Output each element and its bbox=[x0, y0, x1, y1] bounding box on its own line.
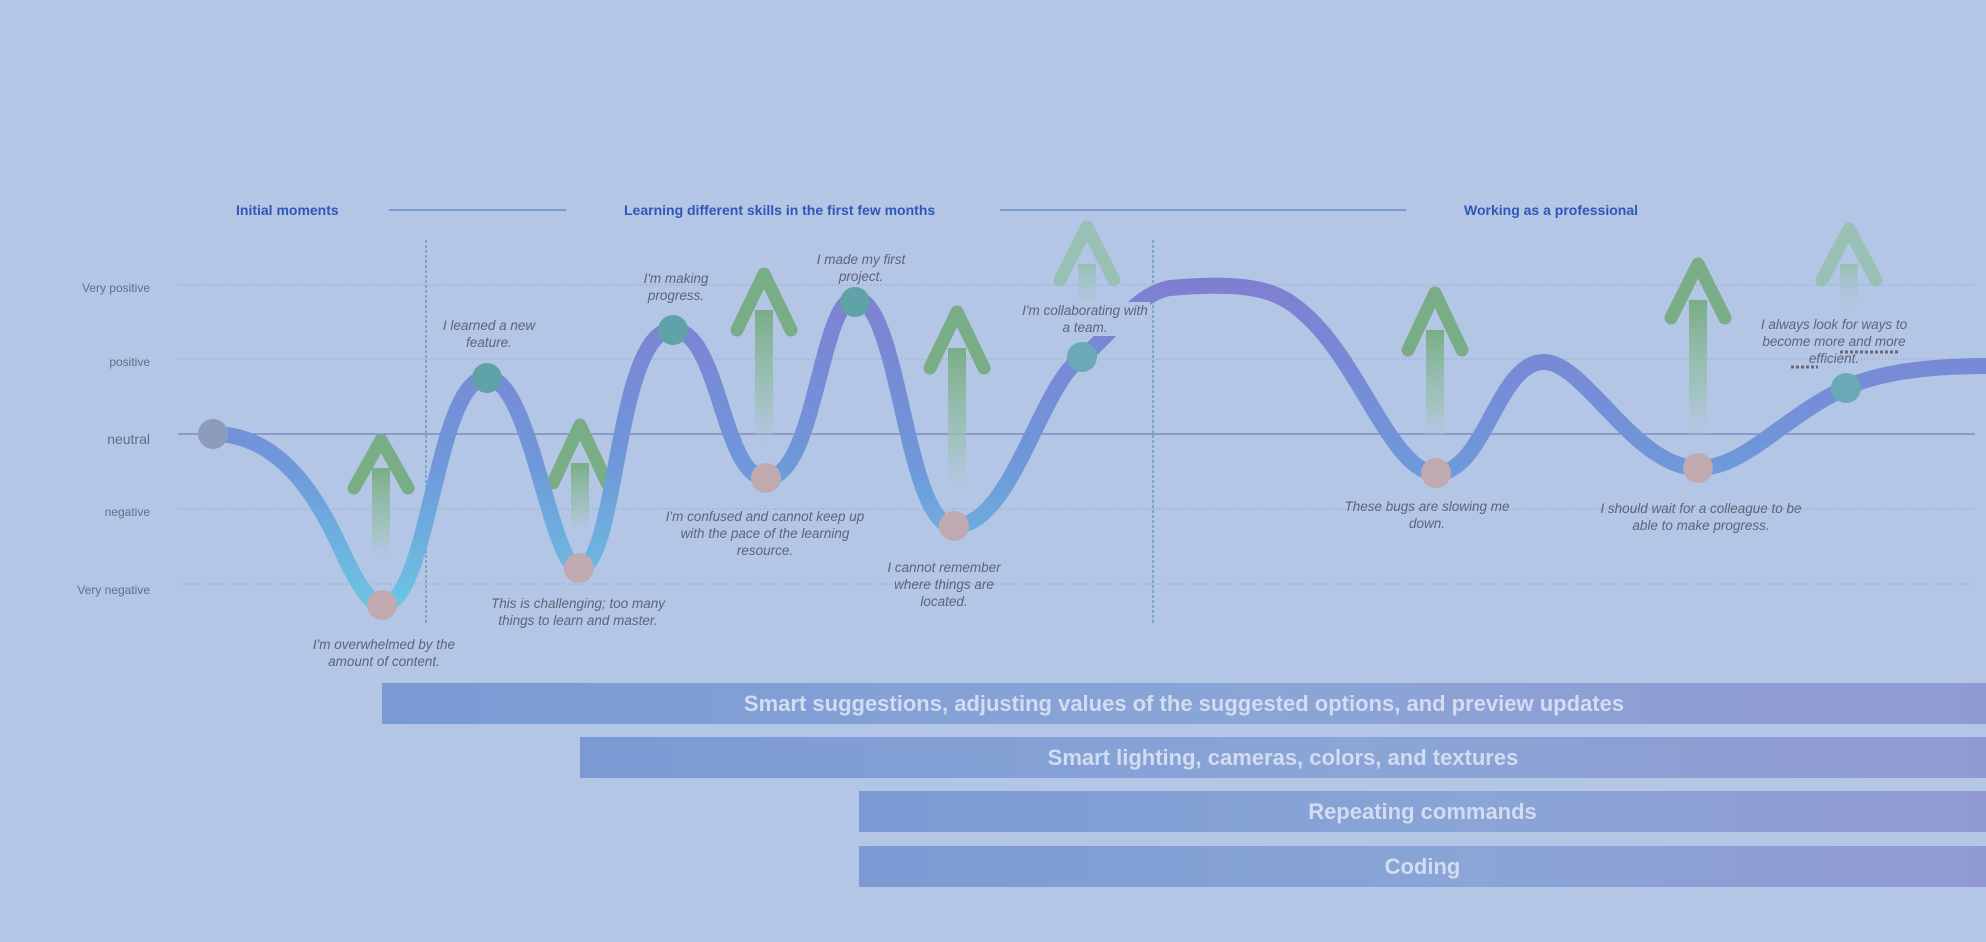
feature-band-coding: Coding bbox=[859, 846, 1986, 887]
y-label-negative: negative bbox=[104, 505, 150, 519]
moment-note-4: I'm making progress. bbox=[643, 271, 709, 303]
moment-note-3: This is challenging; too many things to … bbox=[490, 596, 666, 628]
moment-marker-8 bbox=[1067, 342, 1097, 372]
moment-note-9: These bugs are slowing me down. bbox=[1344, 499, 1510, 531]
phase-title-professional: Working as a professional bbox=[1464, 202, 1639, 218]
feature-band-smart-suggestions: Smart suggestions, adjusting values of t… bbox=[382, 683, 1986, 724]
lift-arrow-4 bbox=[923, 305, 991, 503]
moment-note-1: I'm overwhelmed by the amount of content… bbox=[312, 637, 456, 669]
emotion-curve bbox=[205, 277, 1986, 614]
moment-marker-5 bbox=[751, 463, 781, 493]
phase-title-learning: Learning different skills in the first f… bbox=[624, 202, 936, 218]
feature-band-repeating-commands: Repeating commands bbox=[859, 791, 1986, 832]
moment-marker-3 bbox=[564, 553, 594, 583]
feature-band-smart-lighting: Smart lighting, cameras, colors, and tex… bbox=[580, 737, 1986, 778]
moment-note-7: I cannot remember where things are locat… bbox=[887, 560, 1001, 609]
neutral-marker-start bbox=[198, 419, 228, 449]
lift-arrow-3 bbox=[730, 267, 798, 460]
moment-marker-6 bbox=[840, 287, 870, 317]
moment-note-5: I'm confused and cannot keep up with the… bbox=[665, 509, 865, 558]
y-label-very-positive: Very positive bbox=[81, 281, 150, 295]
moment-marker-9 bbox=[1421, 458, 1451, 488]
y-label-neutral: neutral bbox=[107, 431, 150, 447]
moment-marker-10 bbox=[1683, 453, 1713, 483]
lift-arrow-8 bbox=[1815, 222, 1883, 324]
phase-title-initial: Initial moments bbox=[236, 202, 339, 218]
lift-arrow-7 bbox=[1664, 257, 1732, 450]
lift-arrow-2 bbox=[546, 418, 614, 538]
moment-note-2: I learned a new feature. bbox=[442, 318, 536, 350]
moment-marker-7 bbox=[939, 511, 969, 541]
y-label-very-negative: Very negative bbox=[77, 583, 150, 597]
moment-marker-2 bbox=[472, 363, 502, 393]
y-label-positive: positive bbox=[109, 355, 150, 369]
moment-note-8: I'm collaborating with a team. bbox=[1020, 302, 1150, 336]
moment-note-10: I should wait for a colleague to be able… bbox=[1600, 501, 1802, 533]
lift-arrow-6 bbox=[1401, 286, 1469, 450]
moment-marker-11 bbox=[1831, 373, 1861, 403]
moment-marker-1 bbox=[367, 590, 397, 620]
moment-note-6: I made my first project. bbox=[816, 252, 906, 284]
moment-marker-4 bbox=[658, 315, 688, 345]
moment-note-11: I always look for ways to become more an… bbox=[1760, 317, 1908, 366]
lift-arrow-1 bbox=[347, 433, 415, 568]
